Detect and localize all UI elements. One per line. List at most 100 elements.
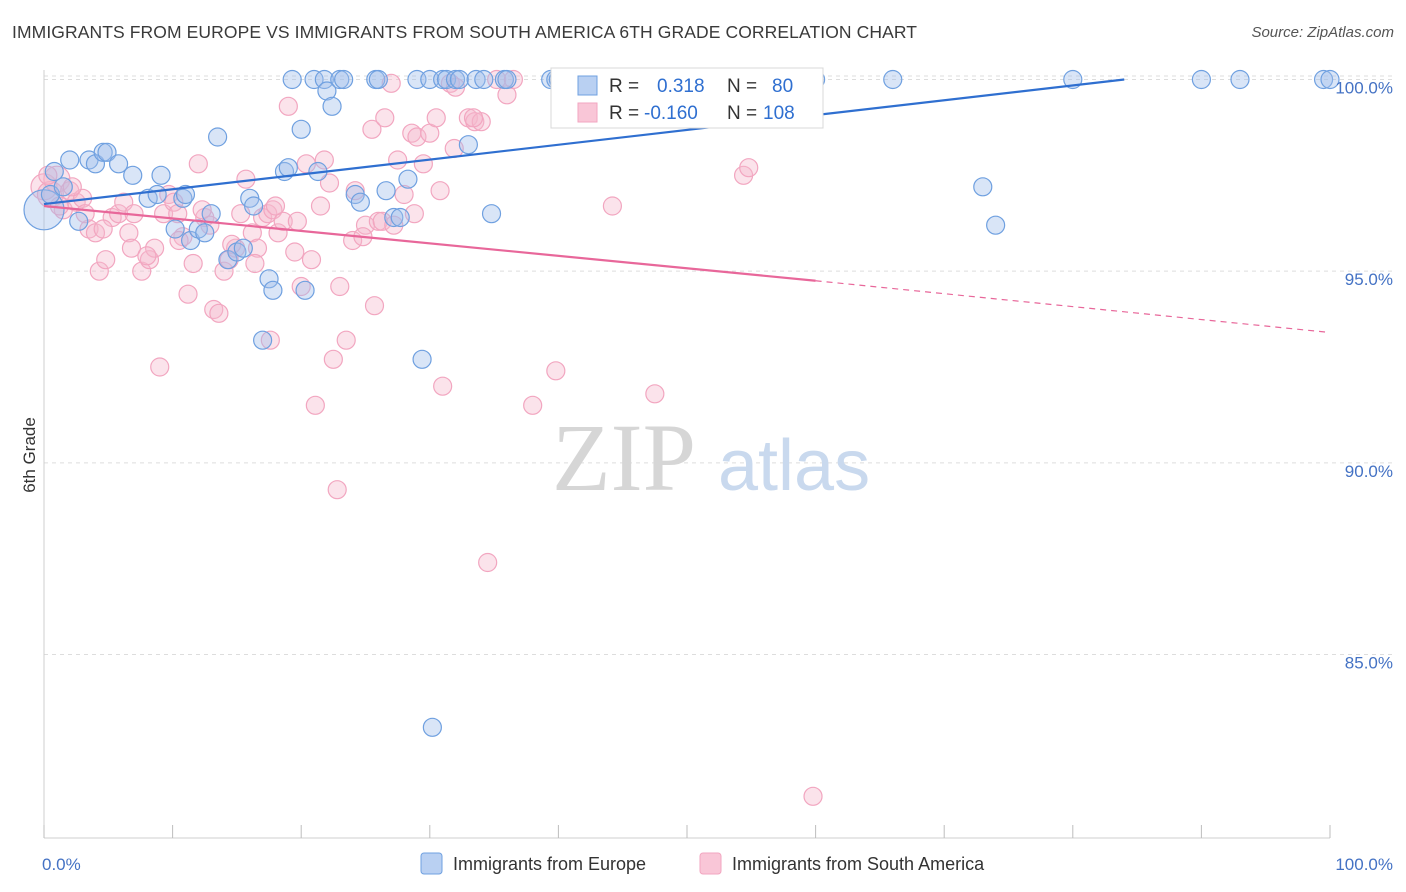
europe-point (175, 184, 196, 205)
sa-point (430, 181, 450, 201)
watermark: ZIP atlas (552, 404, 870, 511)
europe-point (85, 154, 106, 174)
sa-point (245, 253, 265, 274)
europe-point (1230, 69, 1250, 90)
europe-point (201, 204, 221, 224)
sa-point (132, 261, 152, 281)
sa-point (291, 276, 311, 297)
europe-trend-line (43, 78, 1125, 206)
sa-point (247, 238, 268, 258)
europe-point (291, 119, 311, 139)
sa-point (375, 108, 395, 128)
x-tick-label-min: 0.0% (42, 855, 81, 874)
sa-point (602, 196, 623, 216)
europe-point (282, 69, 302, 90)
europe-point (466, 69, 486, 90)
watermark-zip: ZIP (552, 404, 696, 511)
sa-point (285, 242, 305, 262)
stats-europe-r-label: R = (609, 76, 639, 97)
europe-point (350, 192, 370, 212)
europe-point (986, 215, 1006, 235)
sa-point (89, 261, 109, 281)
sa-point (242, 223, 262, 243)
sa-point (645, 384, 665, 404)
europe-point (263, 280, 283, 300)
legend-label-sa: Immigrants from South America (732, 854, 985, 874)
sa-point (323, 349, 343, 369)
y-tick-label: 100.0% (1335, 79, 1393, 98)
sa-point (394, 184, 414, 205)
sa-point (362, 119, 382, 139)
sa-point (372, 211, 392, 231)
y-tick-label: 95.0% (1345, 270, 1393, 289)
europe-point (23, 189, 65, 231)
sa-point (209, 303, 229, 323)
europe-point (1320, 69, 1340, 90)
sa-point (260, 330, 280, 350)
sa-point (433, 376, 453, 396)
stats-sa-n-value: 108 (763, 103, 795, 124)
europe-point (278, 158, 298, 178)
europe-point (458, 135, 478, 155)
europe-point (376, 181, 396, 201)
sa-point (305, 395, 325, 415)
watermark-atlas: atlas (718, 426, 870, 506)
y-tick-label: 85.0% (1345, 654, 1393, 673)
sa-point (463, 108, 484, 128)
series-south-america-points (30, 69, 823, 806)
europe-point (1191, 69, 1212, 90)
europe-point (449, 69, 469, 90)
y-tick-labels: 85.0% 90.0% 95.0% 100.0% (1335, 79, 1393, 673)
europe-point (151, 165, 171, 185)
sa-point (384, 215, 404, 235)
sa-point (119, 223, 139, 243)
x-ticks (43, 825, 1331, 838)
sa-point (169, 230, 189, 251)
stats-sa-r-label: R = (609, 103, 639, 124)
europe-point (60, 150, 80, 170)
sa-point (381, 73, 401, 93)
europe-point (233, 238, 253, 258)
grid-lines (44, 75, 1393, 655)
europe-point (497, 69, 517, 90)
europe-point (304, 69, 324, 90)
sa-point (330, 276, 350, 297)
europe-point (147, 184, 167, 205)
sa-trend-line-extension (815, 280, 1331, 334)
sa-point (183, 253, 203, 274)
europe-point (322, 96, 342, 116)
europe-point (883, 69, 903, 90)
sa-point (523, 395, 543, 415)
sa-point (265, 196, 286, 216)
legend-label-europe: Immigrants from Europe (453, 854, 646, 874)
europe-point (108, 154, 129, 174)
sa-point (287, 211, 307, 231)
stats-legend: R = 0.318 N = 80 R = -0.160 N = 108 (550, 67, 824, 129)
sa-point (144, 238, 165, 258)
stats-sa-n-label: N = (727, 103, 757, 124)
sa-point (413, 154, 433, 174)
europe-point (259, 269, 279, 289)
bottom-legend: Immigrants from Europe Immigrants from S… (420, 852, 985, 875)
sa-point (93, 219, 113, 239)
sa-point (407, 127, 427, 147)
legend-swatch-sa (699, 852, 722, 875)
europe-point (53, 177, 73, 197)
sa-point (96, 250, 116, 270)
legend-swatch-europe (420, 852, 443, 875)
europe-point (481, 204, 502, 224)
europe-point (97, 142, 117, 162)
sa-point (214, 261, 234, 281)
europe-point (123, 165, 143, 185)
europe-point (253, 330, 273, 350)
stats-europe-n-value: 80 (772, 76, 793, 97)
europe-point (317, 81, 337, 101)
sa-point (137, 246, 157, 266)
sa-point (546, 361, 566, 381)
sa-point (273, 211, 293, 231)
stats-europe-r-value: 0.318 (657, 76, 705, 97)
sa-point (121, 238, 142, 258)
europe-point (384, 207, 404, 228)
europe-point (208, 127, 228, 147)
